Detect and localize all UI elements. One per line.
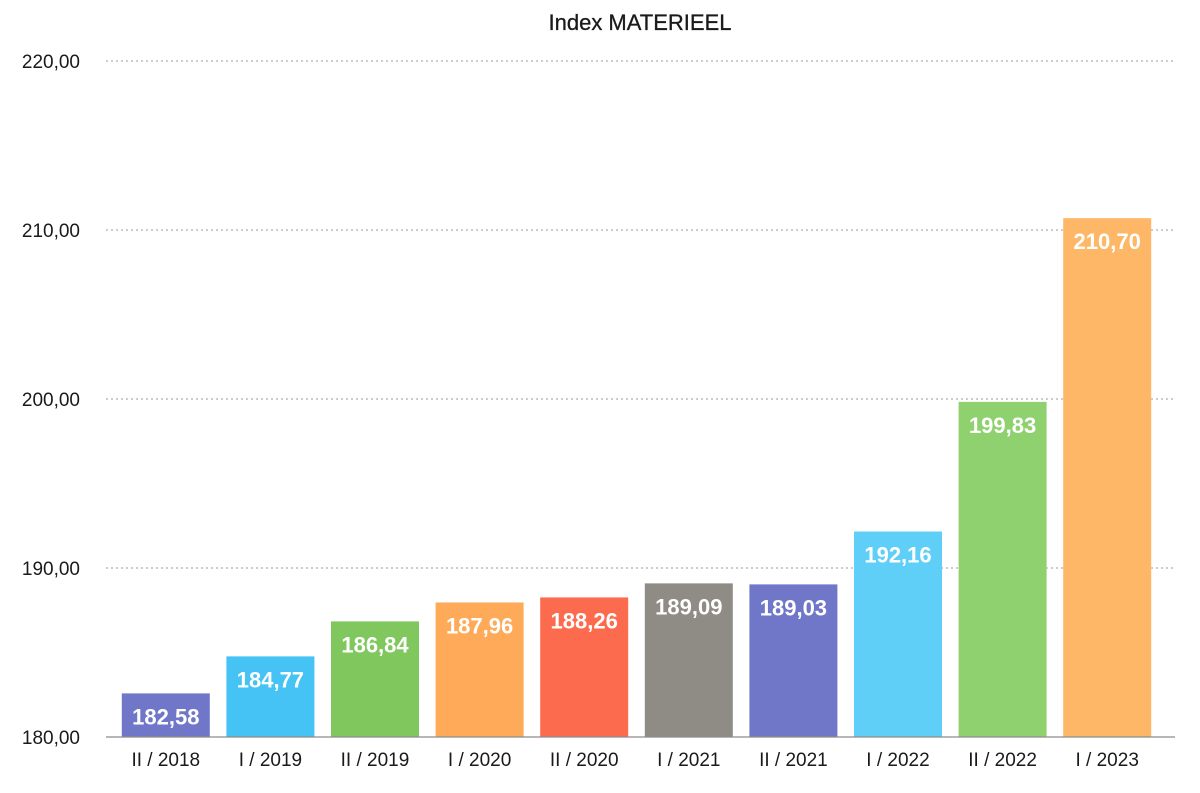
data-label: 192,16: [864, 542, 931, 567]
data-label: 188,26: [551, 608, 618, 633]
data-label: 189,09: [655, 594, 722, 619]
x-tick-label: II / 2018: [131, 750, 200, 771]
bar: [226, 656, 315, 737]
bar: [749, 584, 838, 737]
x-tick-label: II / 2021: [759, 750, 828, 771]
bar: [1063, 218, 1152, 738]
chart-title: Index MATERIEEL: [548, 10, 732, 35]
data-label: 184,77: [237, 667, 304, 692]
x-tick-label: I / 2021: [657, 750, 720, 771]
x-tick-label: II / 2019: [341, 750, 410, 771]
x-tick-label: I / 2020: [448, 750, 511, 771]
y-tick-label: 200,00: [22, 390, 80, 411]
data-label: 187,96: [446, 613, 513, 638]
data-label: 210,70: [1074, 229, 1141, 254]
bar: [121, 693, 210, 737]
y-tick-label: 210,00: [22, 221, 80, 242]
data-label: 186,84: [341, 632, 409, 657]
x-tick-label: I / 2023: [1076, 750, 1139, 771]
y-tick-label: 190,00: [22, 559, 80, 580]
data-label: 182,58: [132, 704, 199, 729]
x-tick-label: II / 2022: [968, 750, 1037, 771]
bar: [540, 597, 629, 737]
y-tick-label: 220,00: [22, 52, 80, 73]
y-tick-label: 180,00: [22, 728, 80, 749]
y-axis-ticks: 180,00 190,00 200,00 210,00 220,00: [22, 52, 80, 749]
bars: 182,58 184,77 186,84 187,96 188,26 189,09 189,…: [121, 218, 1152, 738]
x-axis-categories: II / 2018 I / 2019 II / 2019 I / 2020 II / 2…: [131, 750, 1138, 771]
x-tick-label: II / 2020: [550, 750, 619, 771]
bar: [644, 583, 733, 737]
bar: [958, 401, 1047, 737]
x-tick-label: I / 2022: [866, 750, 929, 771]
bar: [854, 531, 942, 737]
data-label: 189,03: [760, 595, 827, 620]
data-label: 199,83: [969, 413, 1036, 438]
x-tick-label: I / 2019: [239, 750, 302, 771]
bar: [435, 602, 524, 737]
bar: [331, 621, 419, 737]
